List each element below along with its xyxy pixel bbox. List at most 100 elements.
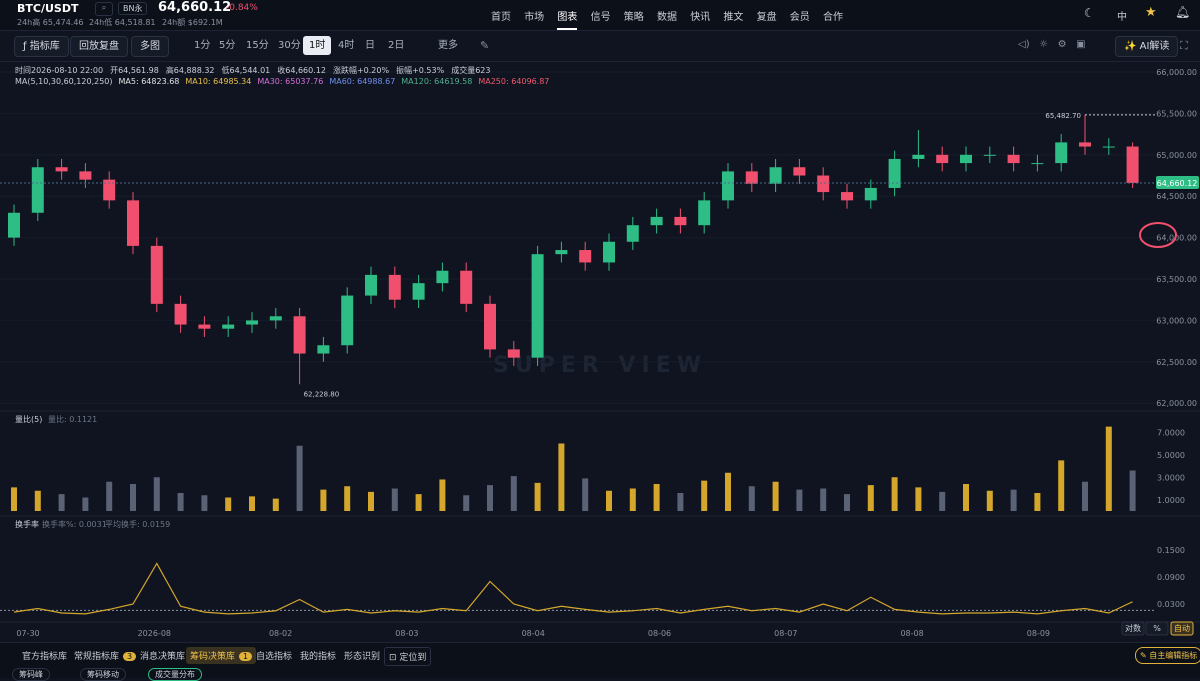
candle-body [674,216,687,226]
toolbar-button[interactable]: 多图 [131,36,169,57]
interval[interactable]: 更多 [438,40,458,51]
toolbar-button[interactable]: ƒ 指标库 [14,36,69,57]
scale-button[interactable]: % [1153,624,1161,633]
nav-item[interactable]: 图表 [557,8,578,30]
scale-button-bg [1145,621,1169,636]
candle-body [650,216,663,226]
chip[interactable]: 筹码移动 [80,668,126,681]
volume-bar [130,484,136,511]
volume-bar [534,482,541,511]
chart: SUPER VIEW 66,000.00 65,500.00 65,000.00 64… [0,68,1200,638]
panel-title: 量比(5) [15,414,42,424]
tab[interactable]: 消息决策库 [136,647,189,664]
y-tick-label: 0.0900 [1157,573,1185,582]
nav-item[interactable]: 复盘 [756,12,777,23]
info-field: 高64,888.32 [165,66,215,75]
y-tick-label: 3.0000 [1157,473,1185,482]
ai-button[interactable]: ✨ AI解读 [1115,36,1179,57]
language[interactable]: 中 [1117,12,1127,23]
tab-label: 官方指标库 [22,652,68,662]
candle-body [1031,163,1044,165]
nav-item[interactable]: 策略 [623,12,644,23]
icons[interactable]: ◁) ☼ ⚙ ▣ [1018,39,1086,50]
high-marker: 65,482.70 [1045,112,1081,120]
candle-body [222,324,235,329]
ma-value: MA5: 64823.68 [118,77,180,86]
candle-body [531,254,544,358]
ma-value: MA10: 64985.34 [185,77,252,86]
volume-bar [558,443,565,511]
exchange[interactable]: BN永 [118,2,148,15]
bell-icon[interactable]: 🔔︎ [1175,5,1191,19]
volume-bar [772,481,779,511]
candle-body [460,270,473,304]
scale-button-bg [1121,621,1145,636]
nav-item[interactable]: 快讯 [690,12,711,23]
volume-bar [153,477,160,511]
interval[interactable]: 30分 [278,40,301,51]
volume-bar [1082,481,1088,511]
last-price-box [1156,175,1199,189]
candle-body [579,250,592,263]
candle-body [626,225,639,242]
volume-bar [606,490,612,511]
scale-button[interactable]: 对数 [1125,623,1141,633]
fullscreen-icon[interactable]: ⛶ [1180,39,1188,52]
symbol[interactable]: BTC/USDT [17,2,79,15]
nav-item[interactable]: 会员 [789,12,810,23]
volume-bar [867,485,874,511]
info-field: 时间2026-08-10 22:00 [15,66,104,75]
volume-bar [1105,426,1112,511]
tab-label: 我的指标 [300,652,337,662]
tab[interactable]: 自选指标 [252,647,296,664]
candle-body [864,187,877,201]
volume-bar [653,484,660,511]
chip[interactable]: 成交量分布 [148,668,202,681]
volume-bar [487,485,493,511]
chip[interactable]: 筹码峰 [12,668,50,681]
ma-value: MA120: 64619.58 [401,77,473,86]
nav-item[interactable]: 首页 [491,12,511,23]
tab[interactable]: ⊡ 定位到 [384,647,432,666]
interval[interactable]: 2日 [388,40,405,51]
volume-bar [82,497,89,511]
theme-icon[interactable]: ☾ [1084,6,1095,20]
interval[interactable]: 4时 [338,40,355,51]
tab[interactable]: 官方指标库 [18,647,71,664]
volume-bar [725,472,731,511]
candle-body [388,274,401,300]
tab[interactable]: 筹码决策库 1 [186,647,257,664]
interval[interactable]: 5分 [219,40,236,51]
ma-value: MA30: 65037.76 [257,77,324,86]
tab[interactable]: 我的指标 [296,647,340,664]
candle-body [174,303,187,325]
draw-icon[interactable]: ✎ [480,39,490,52]
volume-bar [320,489,327,511]
interval[interactable]: 1时 [303,36,332,55]
interval[interactable]: 1分 [194,40,211,51]
volume-bar [510,476,517,511]
volume-bar [201,495,208,511]
nav-item[interactable]: 数据 [657,12,677,23]
edit-button[interactable]: ✎ 自主编辑指标 [1135,647,1200,664]
nav-item[interactable]: 信号 [590,12,611,23]
star-icon[interactable]: ★ [1145,5,1157,20]
volume-bar [1058,460,1065,511]
candle-body [269,316,282,321]
scale-button[interactable]: 自动 [1174,623,1190,633]
toolbar-button[interactable]: 回放复盘 [70,36,128,57]
candle-body [817,175,830,193]
nav-item[interactable]: 合作 [823,12,843,23]
nav-item[interactable]: 推文 [723,12,744,23]
tab[interactable]: 常规指标库 3 [70,647,140,664]
interval[interactable]: 日 [365,40,375,51]
search-icon[interactable]: ⌕ [95,2,113,16]
candle-body [936,154,949,164]
x-tick-label: 08-09 [1027,629,1050,638]
interval[interactable]: 15分 [246,40,269,51]
y-tick-label: 65,000.00 [1156,151,1197,160]
nav-item[interactable]: 市场 [524,12,545,23]
tab[interactable]: 形态识别 [340,647,384,664]
candle-body [698,200,711,226]
candle-body [8,212,20,238]
